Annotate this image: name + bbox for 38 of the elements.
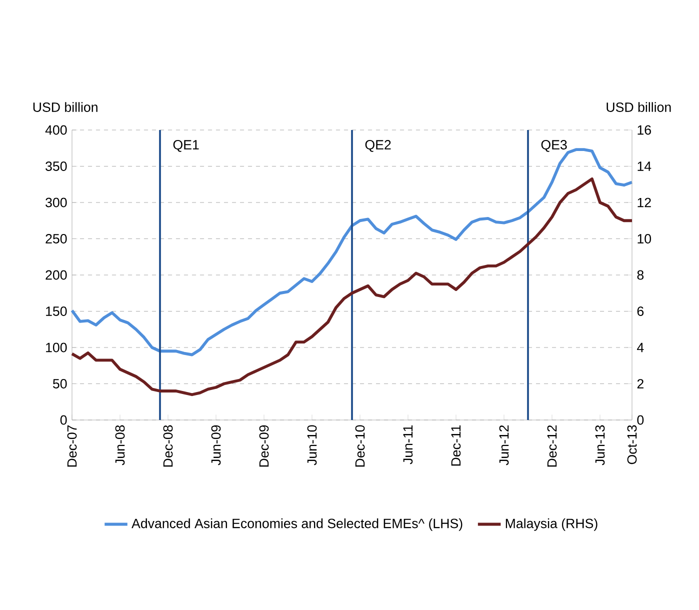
y2-tick-label: 6 bbox=[637, 306, 644, 316]
y-axis-title: USD billion bbox=[33, 102, 98, 112]
y2-tick-label: 0 bbox=[637, 415, 644, 425]
y-tick-label: 200 bbox=[46, 270, 67, 280]
y-tick-label: 0 bbox=[60, 415, 67, 425]
x-tick-label: Dec-08 bbox=[163, 425, 173, 467]
ref-line-label: QE3 bbox=[541, 140, 567, 152]
x-tick-label: Jun-08 bbox=[115, 425, 125, 466]
y2-tick-label: 2 bbox=[637, 379, 644, 388]
y2-tick-label: 16 bbox=[638, 125, 651, 135]
x-tick-label: Jun-11 bbox=[403, 425, 413, 464]
ref-line-label: QE2 bbox=[365, 140, 391, 152]
x-tick-label: Dec-07 bbox=[67, 425, 77, 467]
x-tick-label: Oct-13 bbox=[627, 425, 637, 464]
y-tick-label: 350 bbox=[46, 162, 67, 171]
y-tick-label: 400 bbox=[45, 125, 67, 135]
y-tick-label: 300 bbox=[46, 198, 67, 208]
x-tick-label: Dec-09 bbox=[259, 425, 269, 467]
y2-tick-label: 12 bbox=[638, 198, 651, 208]
x-tick-label: Jun-10 bbox=[307, 425, 317, 466]
x-tick-label: Dec-11 bbox=[451, 425, 461, 466]
x-tick-label: Jun-09 bbox=[211, 425, 221, 466]
x-tick-label: Dec-12 bbox=[547, 425, 557, 467]
x-tick-label: Jun-13 bbox=[595, 425, 605, 466]
y-tick-label: 100 bbox=[46, 342, 67, 352]
y2-tick-label: 8 bbox=[637, 270, 644, 280]
x-tick-label: Dec-10 bbox=[355, 425, 365, 467]
y2-axis-title: USD billion bbox=[606, 102, 671, 112]
legend-label: Advanced Asian Economies and Selected EMEs^ (LHS) bbox=[132, 518, 462, 531]
y2-tick-label: 14 bbox=[638, 162, 652, 171]
y-tick-label: 50 bbox=[53, 379, 67, 388]
y-tick-label: 250 bbox=[46, 234, 67, 244]
legend-label: Malaysia (RHS) bbox=[506, 518, 598, 531]
y2-tick-label: 10 bbox=[638, 234, 652, 244]
ref-line-label: QE1 bbox=[173, 140, 199, 152]
y2-tick-label: 4 bbox=[637, 342, 644, 352]
y-tick-label: 150 bbox=[46, 306, 67, 316]
x-tick-label: Jun-12 bbox=[499, 425, 509, 466]
